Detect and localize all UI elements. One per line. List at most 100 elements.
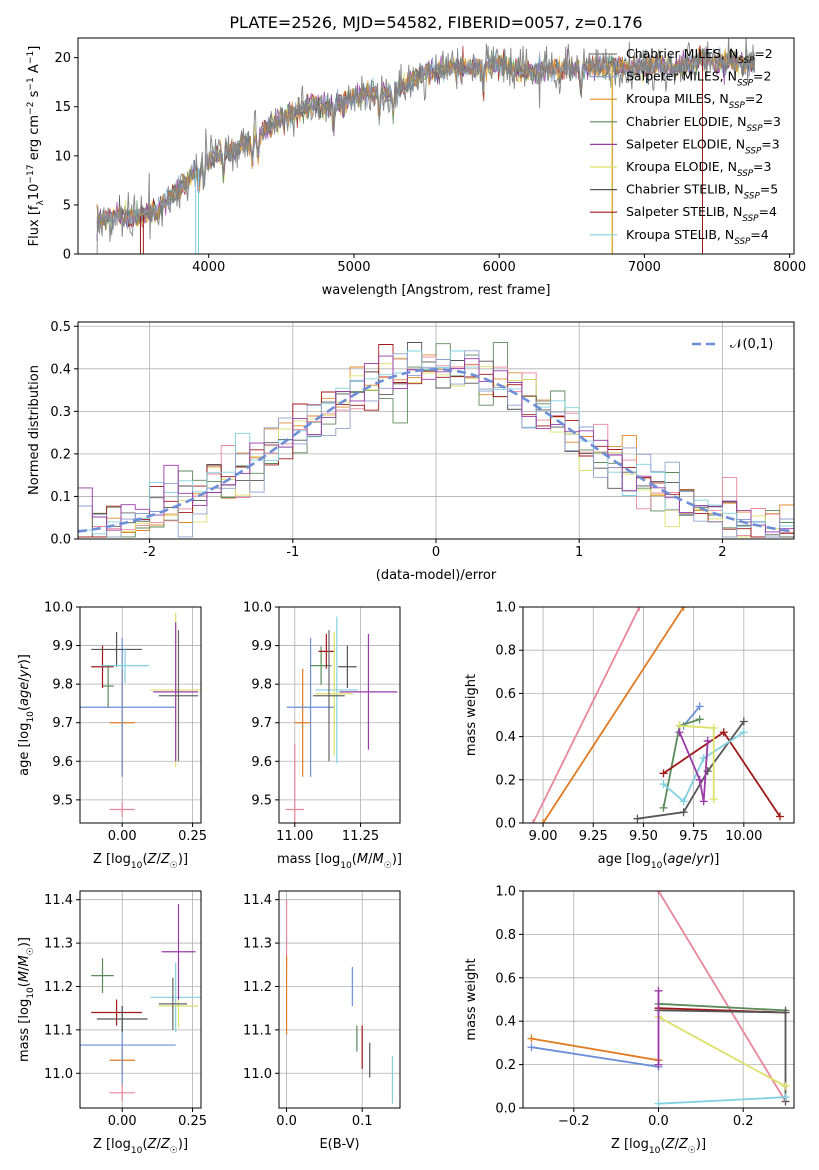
- legend-label: 𝒩(0,1): [730, 337, 773, 352]
- y-tick-label: 10.0: [44, 601, 73, 616]
- x-tick-label: -1: [286, 545, 299, 560]
- y-tick-label: 9.6: [251, 755, 272, 770]
- y-tick-label: 1.0: [495, 601, 516, 616]
- weight-series-line: [531, 1046, 659, 1068]
- y-axis-label: Normed distribution: [27, 365, 42, 495]
- spectrum-series-line: [96, 38, 756, 254]
- weight-series-line: [637, 720, 745, 820]
- y-tick-label: 11.0: [243, 1067, 272, 1082]
- x-axis-label: Z [log10(Z/Z☉)]: [93, 1137, 188, 1156]
- x-axis-label: mass [log10(M/M☉)]: [277, 852, 402, 871]
- weight-series-line: [658, 1002, 786, 1012]
- weight-series-line: [658, 1016, 786, 1088]
- y-tick-label: 0.5: [50, 320, 71, 335]
- legend-label: Salpeter STELIB, NSSP=4: [626, 204, 777, 224]
- x-tick-label: 9.00: [529, 829, 558, 844]
- weight-point-marker: [659, 780, 668, 789]
- weight-point-marker: [679, 808, 688, 817]
- panel-mass_vs_Z: 0.00 0.25 11.0 11.1 11.2 11.3 11.4 Z [log10(Z/Z…: [17, 890, 207, 1156]
- y-tick-label: 11.4: [44, 893, 73, 908]
- y-tick-label: 0.0: [495, 817, 516, 832]
- weight-point-marker: [654, 1099, 663, 1108]
- y-tick-label: 11.1: [243, 1023, 272, 1038]
- y-tick-label: 0.4: [50, 362, 71, 377]
- y-tick-label: 10: [54, 149, 71, 164]
- weight-point-marker: [695, 775, 704, 784]
- y-tick-label: 9.8: [52, 678, 73, 693]
- x-axis-label: Z [log10(Z/Z☉)]: [611, 1137, 706, 1156]
- y-tick-label: 0.0: [50, 533, 71, 548]
- y-tick-label: 11.0: [44, 1067, 73, 1082]
- y-tick-label: 0.2: [495, 1058, 516, 1073]
- y-tick-label: 9.6: [52, 755, 73, 770]
- weight-point-marker: [781, 1082, 790, 1091]
- x-axis-label: Z [log10(Z/Z☉)]: [93, 852, 188, 871]
- y-axis-label: Flux [fλ10−17 erg cm−2 s−1 A−1]: [26, 46, 46, 247]
- weight-point-marker: [695, 715, 704, 724]
- plot-area: [527, 891, 790, 1108]
- axes-frame: [79, 890, 202, 1109]
- y-tick-label: 0.8: [495, 928, 516, 943]
- weight-point-marker: [679, 607, 688, 611]
- weight-series-line: [658, 1096, 786, 1105]
- weight-point-marker: [695, 702, 704, 711]
- weight-point-marker: [659, 803, 668, 812]
- x-tick-label: 4000: [192, 260, 225, 275]
- weight-point-marker: [659, 769, 668, 778]
- histogram-step: [78, 350, 794, 538]
- y-tick-label: 9.5: [251, 793, 272, 808]
- x-tick-label: 0.2: [733, 1114, 754, 1129]
- legend-label: Chabrier STELIB, NSSP=5: [626, 182, 778, 202]
- plot-area: [80, 904, 201, 1102]
- y-tick-label: 0.2: [50, 447, 71, 462]
- y-tick-label: 15: [54, 100, 71, 115]
- y-tick-label: 11.2: [243, 980, 272, 995]
- y-tick-label: 9.9: [52, 639, 73, 654]
- plot-area: [285, 899, 394, 1104]
- axes-frame: [79, 606, 202, 824]
- x-tick-label: 0.0: [276, 1114, 297, 1129]
- weight-point-marker: [775, 812, 784, 821]
- panel-spectrum: 4000 5000 6000 7000 8000 0 5 10 15 20 wavelength […: [26, 37, 806, 298]
- weight-point-marker: [635, 607, 644, 611]
- panel-weight_vs_Z: −0.2 0.0 0.2 0.0 0.2 0.4 0.6 0.8 1.0 Z [log10(Z/Z…: [464, 885, 795, 1156]
- weight-point-marker: [699, 797, 708, 806]
- panel-age_vs_mass: 11.00 11.25 9.5 9.6 9.7 9.8 9.9 10.0 mass [log10…: [243, 601, 402, 872]
- x-tick-label: 1: [575, 545, 583, 560]
- weight-point-marker: [703, 736, 712, 745]
- axes-frame: [522, 606, 795, 824]
- y-tick-label: 0.3: [50, 405, 71, 420]
- weight-point-marker: [709, 723, 718, 732]
- y-axis-label: mass weight: [464, 958, 479, 1040]
- y-tick-label: 0.1: [50, 490, 71, 505]
- weight-series-line: [542, 607, 685, 823]
- y-tick-label: 5: [63, 198, 71, 213]
- legend: Chabrier MILES, NSSP=2 Salpeter MILES, NS…: [590, 46, 781, 247]
- x-tick-label: 10.00: [725, 829, 762, 844]
- y-tick-label: 1.0: [495, 885, 516, 900]
- x-tick-label: 0.00: [108, 829, 137, 844]
- weight-point-marker: [679, 797, 688, 806]
- x-axis-label: (data-model)/error: [376, 568, 497, 583]
- y-tick-label: 0.8: [495, 644, 516, 659]
- x-tick-label: 0.25: [178, 1114, 207, 1129]
- y-tick-label: 11.3: [243, 937, 272, 952]
- weight-point-marker: [675, 728, 684, 737]
- plot-area: [80, 612, 201, 818]
- plot-area: [529, 607, 784, 823]
- x-tick-label: 2: [718, 545, 726, 560]
- x-tick-label: 0.00: [108, 1114, 137, 1129]
- weight-point-marker: [527, 1043, 536, 1052]
- plot-area: [78, 342, 794, 538]
- y-tick-label: 0.4: [495, 1015, 516, 1030]
- x-tick-label: 0.1: [352, 1114, 373, 1129]
- weight-point-marker: [654, 1060, 663, 1069]
- x-tick-label: 6000: [483, 260, 516, 275]
- y-tick-label: 11.4: [243, 893, 272, 908]
- weight-series-line: [662, 731, 745, 803]
- weight-series-line: [678, 731, 709, 802]
- x-axis-label: E(B-V): [319, 1137, 359, 1152]
- y-tick-label: 0.6: [495, 971, 516, 986]
- axes-frame: [77, 321, 795, 540]
